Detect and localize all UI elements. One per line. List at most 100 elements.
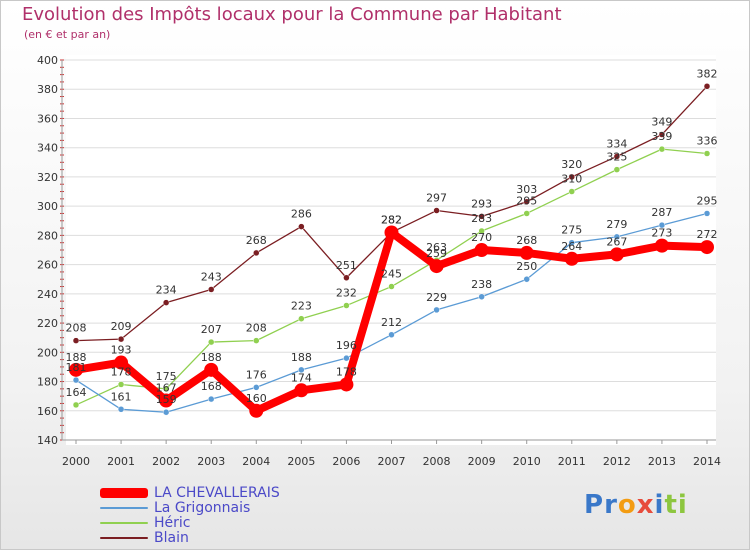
legend-swatch: [100, 506, 148, 509]
data-label: 339: [651, 130, 672, 143]
y-tick-label: 340: [37, 142, 58, 155]
logo-letter: P: [584, 490, 605, 520]
x-tick-label: 2012: [603, 455, 631, 468]
y-tick-label: 300: [37, 200, 58, 213]
data-point: [69, 362, 83, 377]
chart-title: Evolution des Impôts locaux pour la Comm…: [22, 4, 562, 25]
data-point: [568, 173, 576, 181]
x-tick-label: 2006: [332, 455, 360, 468]
data-point: [294, 383, 309, 398]
data-point: [658, 221, 666, 229]
data-point: [343, 274, 350, 282]
data-label: 188: [201, 351, 222, 364]
data-label: 160: [246, 392, 267, 405]
data-point: [298, 223, 305, 230]
data-point: [658, 131, 666, 138]
data-label: 287: [651, 206, 672, 219]
x-tick-label: 2014: [693, 455, 721, 468]
y-tick-label: 160: [37, 405, 58, 418]
data-point: [429, 259, 444, 274]
data-label: 270: [471, 231, 492, 244]
data-label: 295: [697, 194, 718, 207]
legend-label: Héric: [154, 514, 191, 531]
data-label: 279: [606, 218, 627, 231]
data-point: [249, 403, 264, 418]
data-label: 196: [336, 339, 357, 352]
legend-label: LA CHEVALLERAIS: [154, 484, 280, 501]
y-tick-label: 260: [37, 259, 58, 272]
data-label: 178: [111, 365, 132, 378]
data-label: 178: [336, 365, 357, 378]
logo-letter: x: [636, 490, 655, 520]
data-label: 336: [697, 135, 718, 148]
data-point: [117, 381, 125, 388]
y-tick-label: 280: [37, 229, 58, 242]
data-label: 251: [336, 259, 357, 272]
data-point: [343, 302, 350, 309]
data-label: 282: [381, 213, 402, 226]
data-label: 275: [561, 224, 582, 237]
y-tick-label: 180: [37, 376, 58, 389]
data-point: [609, 247, 624, 262]
data-point: [339, 377, 354, 392]
data-point: [72, 401, 80, 409]
data-point: [568, 188, 576, 195]
data-label: 267: [606, 235, 627, 248]
data-point: [117, 335, 125, 343]
data-point: [162, 385, 170, 393]
data-label: 243: [201, 270, 222, 283]
data-point: [204, 362, 219, 377]
logo-letter: t: [664, 490, 678, 520]
data-point: [523, 210, 530, 217]
data-point: [703, 83, 711, 90]
data-point: [207, 286, 215, 293]
y-tick-label: 360: [37, 112, 58, 125]
data-label: 250: [516, 260, 537, 273]
data-point: [162, 408, 170, 416]
data-label: 164: [66, 386, 87, 399]
data-label: 212: [381, 316, 402, 329]
data-label: 223: [291, 300, 312, 313]
data-point: [519, 245, 534, 260]
data-point: [114, 355, 129, 370]
data-point: [253, 384, 260, 391]
y-tick-label: 240: [37, 288, 58, 301]
data-point: [433, 306, 440, 314]
data-label: 234: [156, 284, 177, 297]
data-point: [117, 406, 125, 413]
legend-label: Blain: [154, 529, 189, 546]
data-label: 181: [66, 361, 87, 374]
logo-letter: o: [617, 490, 637, 520]
data-point: [159, 393, 174, 408]
data-label: 193: [111, 344, 132, 357]
data-label: 245: [381, 268, 402, 281]
data-point: [700, 240, 714, 255]
data-label: 232: [336, 287, 357, 300]
data-point: [207, 338, 215, 346]
legend-item-la-grigonnais: La Grigonnais: [100, 500, 250, 516]
x-tick-label: 2005: [287, 455, 315, 468]
data-label: 176: [246, 368, 267, 381]
legend-swatch: [100, 536, 148, 539]
data-label: 283: [471, 212, 492, 225]
x-tick-label: 2010: [513, 455, 541, 468]
data-label: 161: [111, 390, 132, 403]
data-point: [162, 299, 170, 306]
data-label: 208: [66, 322, 87, 335]
data-label: 268: [516, 234, 537, 247]
y-tick-label: 140: [37, 434, 58, 447]
y-tick-label: 320: [37, 171, 58, 184]
data-label: 174: [291, 371, 312, 384]
data-label: 259: [426, 247, 447, 260]
data-label: 167: [156, 382, 177, 395]
legend-item-blain: Blain: [100, 529, 189, 546]
data-label: 297: [426, 192, 447, 205]
data-label: 159: [156, 393, 177, 406]
data-point: [474, 243, 489, 257]
legend-item-la-chevallerais: LA CHEVALLERAIS: [100, 484, 280, 501]
data-label: 334: [606, 137, 627, 150]
x-tick-label: 2004: [242, 455, 270, 468]
data-point: [253, 337, 260, 344]
data-label: 382: [697, 67, 718, 80]
